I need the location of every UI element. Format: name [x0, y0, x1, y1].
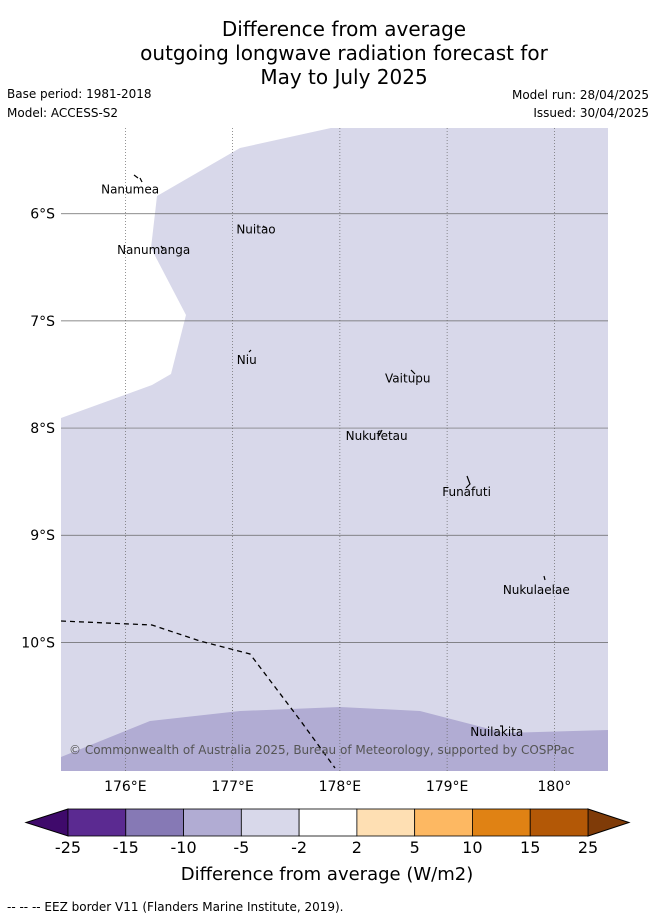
colorbar-tick-label: 25 [578, 838, 598, 857]
colorbar-tick-label: -25 [55, 838, 81, 857]
colorbar-tick-label: 2 [352, 838, 362, 857]
latitude-label: 9°S [30, 528, 55, 544]
base-period: Base period: 1981-2018 [7, 87, 152, 101]
place-label: Vaitupu [385, 371, 431, 385]
place-label: Nanumanga [117, 243, 190, 257]
anomaly-region-dark [61, 707, 608, 771]
colorbar-label: Difference from average (W/m2) [181, 864, 473, 885]
colorbar-tick-label: 15 [520, 838, 540, 857]
colorbar-segment [298, 808, 358, 837]
island-shapes [133, 174, 546, 727]
eez-border-line [61, 620, 336, 769]
model-run: Model run: 28/04/2025 [511, 88, 649, 102]
colorbar-extend-low [24, 808, 69, 837]
colorbar-tick-label: 5 [410, 838, 420, 857]
model-name: Model: ACCESS-S2 [7, 106, 119, 120]
latitude-label: 6°S [30, 207, 55, 223]
colorbar-segment [356, 808, 416, 837]
place-label: Nukufetau [346, 429, 408, 443]
axis-labels: 176°E 177°E 178°E 179°E 180° 6°S 7°S 8°S 9°S 10°S [21, 207, 571, 795]
longitude-label: 178°E [319, 779, 362, 795]
forecast-map: Nanumea Nuitao Nanumanga Niu Vaitupu Nukufeta… [21, 128, 631, 885]
place-labels: Nanumea Nuitao Nanumanga Niu Vaitupu Nukufeta… [101, 182, 570, 738]
colorbar-segment [183, 808, 242, 837]
longitude-label: 179°E [426, 779, 469, 795]
title-line-2: outgoing longwave radiation forecast for [140, 41, 548, 65]
colorbar-tick-label: -2 [291, 838, 307, 857]
graticule [61, 128, 608, 771]
place-label: Nuitao [236, 223, 275, 237]
colorbar: -25 -15 -10 -5 -2 2 5 10 15 25 [24, 808, 631, 857]
colorbar-tick-label: 10 [462, 838, 482, 857]
place-label: Funafuti [442, 485, 491, 499]
longitude-label: 180° [538, 779, 572, 795]
anomaly-region-light [61, 128, 608, 771]
colorbar-segment [472, 808, 531, 837]
latitude-label: 7°S [30, 314, 55, 330]
colorbar-segment [125, 808, 184, 837]
place-label: Nuilakita [470, 725, 523, 739]
colorbar-segment [67, 808, 127, 837]
map-plot-area: Nanumea Nuitao Nanumanga Niu Vaitupu Nukufeta… [61, 128, 608, 771]
colorbar-segment [529, 808, 589, 837]
colorbar-tick-label: -15 [113, 838, 139, 857]
place-label: Nanumea [101, 182, 159, 196]
colorbar-segment [240, 808, 300, 837]
place-label: Niu [237, 353, 257, 367]
longitude-label: 177°E [211, 779, 254, 795]
colorbar-extend-high [587, 808, 631, 837]
colorbar-tick-label: -5 [233, 838, 249, 857]
issued-date: Issued: 30/04/2025 [533, 106, 649, 120]
latitude-label: 10°S [21, 635, 55, 651]
colorbar-segment [414, 808, 473, 837]
latitude-label: 8°S [30, 421, 55, 437]
colorbar-tick-label: -10 [170, 838, 196, 857]
title-line-3: May to July 2025 [260, 65, 428, 89]
title-line-1: Difference from average [221, 17, 467, 41]
footer-note: -- -- -- EEZ border V11 (Flanders Marine… [7, 900, 344, 914]
copyright-text: © Commonwealth of Australia 2025, Bureau… [69, 743, 574, 757]
longitude-label: 176°E [104, 779, 147, 795]
place-label: Nukulaelae [503, 583, 570, 597]
